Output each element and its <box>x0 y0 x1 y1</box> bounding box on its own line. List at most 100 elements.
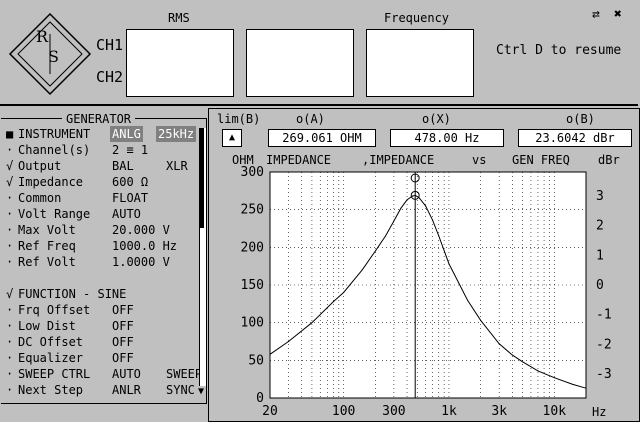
row-value2[interactable]: XLR <box>166 159 188 173</box>
data-point <box>438 235 440 237</box>
generator-row[interactable]: · Ref Freq 1000.0 Hz <box>0 238 198 254</box>
row-label: DC Offset <box>18 335 84 349</box>
ch1-label: CH1 <box>96 36 124 54</box>
scroll-down-icon[interactable]: ▼ <box>198 386 205 397</box>
oB-readout: 23.6042 dBr <box>518 129 632 147</box>
row-value2[interactable]: 25kHz <box>156 126 197 142</box>
row-value[interactable]: OFF <box>112 319 134 333</box>
generator-row[interactable]: · Max Volt 20.000 V <box>0 222 198 238</box>
row-value[interactable]: 20.000 V <box>112 223 170 237</box>
row-marker: √ <box>6 159 14 173</box>
y-tick-label: 100 <box>241 316 264 331</box>
y-right-unit: dBr <box>598 153 620 167</box>
data-point <box>332 301 334 303</box>
lim-label: lim(B) <box>217 112 261 126</box>
row-marker: · <box>6 303 14 317</box>
close-x-icon[interactable]: ✖ <box>614 7 622 22</box>
row-value[interactable]: FLOAT <box>112 191 149 205</box>
oA-readout: 269.061 OHM <box>268 129 376 147</box>
rs-logo <box>8 12 92 96</box>
generator-row[interactable]: √ FUNCTION - SINE <box>0 286 198 302</box>
generator-row[interactable]: · Ref Volt 1.0000 V <box>0 254 198 270</box>
generator-row[interactable]: · DC Offset OFF <box>0 334 198 350</box>
data-point <box>288 341 290 342</box>
ch2-label: CH2 <box>96 68 124 86</box>
row-marker: · <box>6 223 14 237</box>
row-value[interactable]: OFF <box>112 303 134 317</box>
graph-title-vs: vs <box>472 153 487 167</box>
row-value[interactable]: AUTO <box>112 367 141 381</box>
generator-list: ■ INSTRUMENT ANLG 25kHz · Channel(s) 2 ≡ 1 √ Out… <box>0 126 202 402</box>
row-value2[interactable]: SYNC <box>166 383 195 397</box>
generator-row[interactable]: √ Impedance 600 Ω <box>0 174 198 190</box>
lim-up-button[interactable]: ▲ <box>222 129 242 147</box>
y-tick-label: 300 <box>241 165 264 180</box>
data-point <box>432 219 434 221</box>
row-value2[interactable]: SWEEP <box>166 367 203 381</box>
data-point <box>448 263 450 265</box>
x-tick-label: 300 <box>382 404 405 419</box>
y-tick-label: 0 <box>256 391 264 406</box>
generator-scrollbar[interactable] <box>199 128 207 386</box>
row-value[interactable]: BAL <box>112 159 134 173</box>
rms-label: RMS <box>168 11 190 25</box>
row-label: SWEEP CTRL <box>18 367 91 381</box>
data-point <box>425 205 427 207</box>
oA-label: o(A) <box>296 112 325 126</box>
generator-row[interactable]: · Frq Offset OFF <box>0 302 198 318</box>
x-tick-label: 1k <box>441 404 457 419</box>
generator-row[interactable] <box>0 270 198 286</box>
generator-row[interactable]: √ Output BAL XLR <box>0 158 198 174</box>
data-point <box>553 377 555 379</box>
data-point <box>498 343 500 345</box>
row-label: Ref Volt <box>18 255 76 269</box>
row-value[interactable]: AUTO <box>112 207 141 221</box>
row-marker: · <box>6 239 14 253</box>
data-point <box>269 353 271 355</box>
generator-scroll-thumb[interactable] <box>200 128 204 228</box>
double-arrow-icon[interactable]: ⇄ <box>592 7 600 22</box>
generator-row[interactable]: ■ INSTRUMENT ANLG 25kHz <box>0 126 198 142</box>
row-value[interactable]: ANLG <box>110 126 143 142</box>
generator-title: GENERATOR <box>62 112 136 126</box>
row-value[interactable]: 600 Ω <box>112 175 149 189</box>
row-value[interactable]: 1.0000 V <box>112 255 170 269</box>
cursor-top-marker <box>410 173 420 183</box>
generator-row[interactable]: · SWEEP CTRL AUTO SWEEP <box>0 366 202 382</box>
row-marker: √ <box>6 175 14 189</box>
y-left-unit: OHM <box>232 153 254 167</box>
generator-row[interactable]: · Channel(s) 2 ≡ 1 <box>0 142 198 158</box>
y-tick-label: 200 <box>241 240 264 255</box>
impedance-plot[interactable]: 0 50 100 150 200 250 300 3 2 1 0 -1 -2 -3 20 100 300 1k 3k… <box>208 160 638 422</box>
data-point <box>311 322 313 324</box>
y2-tick-label: -3 <box>596 367 612 382</box>
row-value[interactable]: 1000.0 Hz <box>112 239 178 253</box>
ch-display-middle <box>246 29 354 97</box>
graph-title-left: IMPEDANCE <box>266 153 332 167</box>
generator-row[interactable]: · Volt Range AUTO <box>0 206 198 222</box>
graph-title-right: GEN FREQ <box>512 153 570 167</box>
row-value[interactable]: OFF <box>112 335 134 349</box>
x-tick-label: 100 <box>332 404 355 419</box>
row-label: Channel(s) <box>18 143 91 157</box>
top-bar <box>0 0 638 106</box>
generator-row[interactable]: · Equalizer OFF <box>0 350 198 366</box>
y2-tick-label: -2 <box>596 337 612 352</box>
generator-row[interactable]: · Next Step ANLR SYNC <box>0 382 198 398</box>
data-point <box>585 387 587 389</box>
y2-tick-label: -1 <box>596 308 612 323</box>
row-label: FUNCTION - SINE <box>18 287 127 301</box>
row-value[interactable]: 2 ≡ 1 <box>112 143 149 157</box>
generator-row[interactable]: · Common FLOAT <box>0 190 198 206</box>
oX-readout: 478.00 Hz <box>390 129 504 147</box>
row-marker: · <box>6 207 14 221</box>
data-point <box>374 250 376 252</box>
row-value[interactable]: ANLR <box>112 383 141 397</box>
row-value[interactable]: OFF <box>112 351 134 365</box>
y-tick-label: 150 <box>241 278 264 293</box>
row-marker: · <box>6 351 14 365</box>
data-point <box>480 319 482 321</box>
generator-row[interactable]: · Low Dist OFF <box>0 318 198 334</box>
row-label: Low Dist <box>18 319 76 333</box>
logo-letter-r: R <box>36 27 49 46</box>
